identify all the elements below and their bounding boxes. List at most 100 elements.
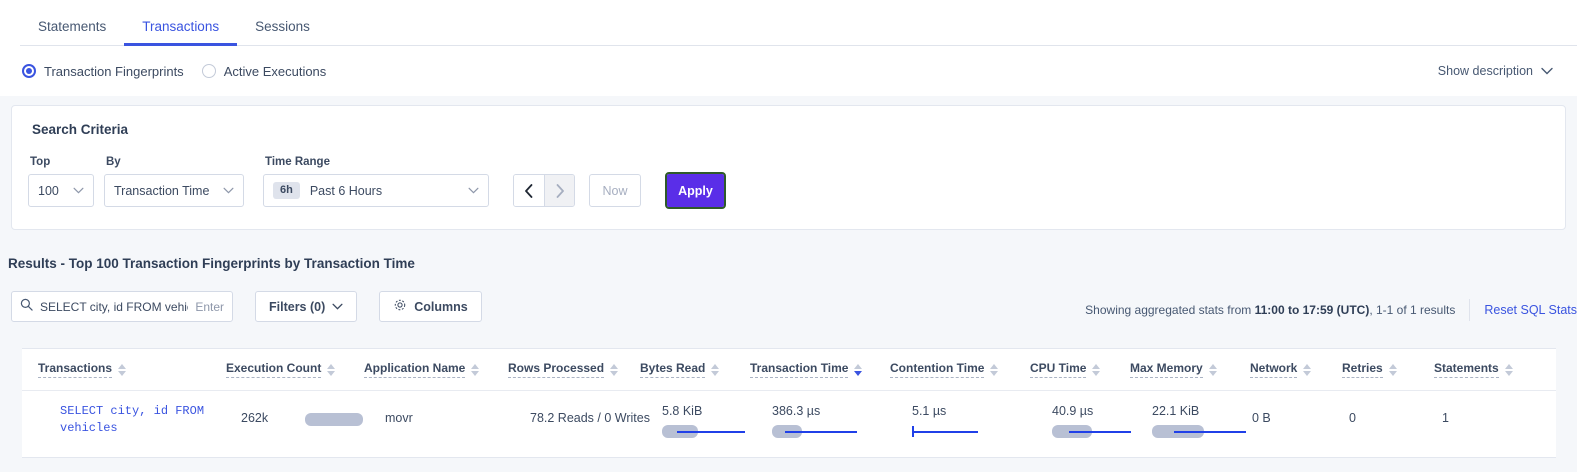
sort-indicator-icon[interactable] — [1303, 363, 1312, 376]
column-header-cpu-time[interactable]: CPU Time — [1030, 361, 1101, 378]
chevron-down-icon — [1541, 67, 1553, 75]
contention-time-metric-bar — [912, 425, 984, 438]
bytes-read-metric-bar — [662, 425, 745, 438]
sort-indicator-icon[interactable] — [1388, 363, 1397, 376]
column-header-label: Statements — [1434, 361, 1499, 378]
columns-label: Columns — [414, 299, 468, 314]
column-header-network[interactable]: Network — [1250, 361, 1312, 378]
time-range-value-group: 6h Past 6 Hours — [273, 182, 382, 199]
column-header-label: Max Memory — [1130, 361, 1203, 378]
column-header-label: Transaction Time — [750, 361, 849, 378]
radio-label-active-executions: Active Executions — [223, 63, 327, 79]
radio-active-executions[interactable]: Active Executions — [201, 63, 327, 79]
column-header-max-memory[interactable]: Max Memory — [1130, 361, 1217, 378]
stats-divider — [1469, 299, 1471, 321]
reset-sql-stats-link[interactable]: Reset SQL Stats — [1484, 303, 1577, 317]
cpu-time-metric: 40.9 µs — [1052, 404, 1131, 438]
transaction-sql-link[interactable]: SELECT city, id FROM vehicles — [60, 404, 205, 435]
label-by: By — [106, 156, 121, 168]
table-row[interactable]: SELECT city, id FROM vehicles 262k movr 78.… — [22, 391, 1556, 457]
column-header-transactions[interactable]: Transactions — [38, 361, 127, 378]
statements-value: 1 — [1442, 411, 1449, 425]
filters-button[interactable]: Filters (0) — [255, 291, 358, 322]
sort-indicator-active-icon[interactable] — [854, 363, 863, 376]
apply-button[interactable]: Apply — [665, 172, 726, 209]
gear-icon — [393, 298, 407, 315]
column-header-contention-time[interactable]: Contention Time — [890, 361, 999, 378]
top-select[interactable]: 100 — [28, 174, 94, 207]
top-select-value: 100 — [38, 183, 59, 198]
search-input[interactable]: SELECT city, id FROM vehicles W — [40, 299, 188, 314]
sort-indicator-icon[interactable] — [1092, 363, 1101, 376]
time-next-button[interactable] — [544, 175, 574, 206]
column-header-execution-count[interactable]: Execution Count — [226, 361, 336, 378]
tab-sessions[interactable]: Sessions — [255, 19, 310, 34]
column-header-transaction-time[interactable]: Transaction Time — [750, 361, 863, 378]
column-header-rows-processed[interactable]: Rows Processed — [508, 361, 619, 378]
results-stats-row: Showing aggregated stats from 11:00 to 1… — [1085, 299, 1577, 321]
field-by: By Transaction Time — [104, 156, 244, 207]
search-criteria-card: Search Criteria Top 100 By Transaction T… — [11, 105, 1566, 230]
max-memory-metric-value: 22.1 KiB — [1152, 404, 1200, 418]
show-description-toggle[interactable]: Show description — [1438, 64, 1553, 78]
sort-indicator-icon[interactable] — [327, 363, 336, 376]
field-top: Top 100 — [28, 156, 94, 207]
cpu-time-metric-bar — [1052, 425, 1131, 438]
tab-transactions[interactable]: Transactions — [124, 19, 237, 46]
view-toggle-row: Transaction Fingerprints Active Executio… — [0, 46, 1577, 96]
tab-statements[interactable]: Statements — [38, 19, 107, 34]
search-criteria-fields: Top 100 By Transaction Time — [28, 156, 726, 209]
column-header-bytes-read[interactable]: Bytes Read — [640, 361, 720, 378]
transaction-time-metric-bar — [772, 425, 857, 438]
column-header-label: Bytes Read — [640, 361, 706, 378]
field-time-range: Time Range 6h Past 6 Hours — [263, 156, 489, 207]
sort-indicator-icon[interactable] — [1504, 363, 1513, 376]
time-range-select[interactable]: 6h Past 6 Hours — [263, 174, 489, 207]
sort-indicator-icon[interactable] — [990, 363, 999, 376]
application-name-value: movr — [385, 411, 413, 425]
results-heading: Results - Top 100 Transaction Fingerprin… — [8, 256, 415, 271]
search-input-wrapper[interactable]: SELECT city, id FROM vehicles W Enter — [11, 291, 233, 322]
radio-dot-icon — [201, 64, 216, 78]
network-value: 0 B — [1252, 411, 1271, 425]
execution-count-value: 262k — [241, 411, 269, 425]
transaction-time-metric-value: 386.3 µs — [772, 404, 821, 418]
now-button[interactable]: Now — [589, 174, 641, 207]
time-prev-button[interactable] — [514, 175, 544, 206]
label-time-range: Time Range — [265, 156, 330, 168]
column-header-application-name[interactable]: Application Name — [364, 361, 480, 378]
time-range-value: Past 6 Hours — [309, 183, 383, 198]
sort-indicator-icon[interactable] — [610, 363, 619, 376]
column-header-label: Retries — [1342, 361, 1383, 378]
column-header-retries[interactable]: Retries — [1342, 361, 1397, 378]
stats-range: 11:00 to 17:59 (UTC) — [1254, 303, 1370, 317]
column-header-statements[interactable]: Statements — [1434, 361, 1513, 378]
sort-indicator-icon[interactable] — [711, 363, 720, 376]
by-select[interactable]: Transaction Time — [104, 174, 244, 207]
transactions-table: Transactions Execution Count Application N… — [22, 348, 1556, 458]
contention-time-metric: 5.1 µs — [912, 404, 984, 438]
radio-label-fingerprints: Transaction Fingerprints — [44, 63, 184, 79]
chevron-down-icon — [332, 303, 343, 310]
chevron-down-icon — [468, 187, 479, 194]
radio-transaction-fingerprints[interactable]: Transaction Fingerprints — [22, 64, 184, 79]
rows-processed-value: 78.2 Reads / 0 Writes — [530, 411, 650, 425]
main-tabbar: Statements Transactions Sessions — [0, 0, 1577, 46]
label-top: Top — [30, 156, 51, 168]
bytes-read-metric: 5.8 KiB — [662, 404, 745, 438]
radio-dot-icon — [22, 64, 36, 78]
filters-label: Filters (0) — [269, 299, 326, 314]
chevron-down-icon — [223, 187, 234, 194]
columns-button[interactable]: Columns — [379, 291, 482, 322]
search-icon — [20, 298, 33, 316]
tabbar-divider — [20, 45, 1577, 46]
sort-indicator-icon[interactable] — [471, 363, 480, 376]
chevron-down-icon — [73, 187, 84, 194]
column-header-label: Network — [1250, 361, 1298, 378]
time-nav-group — [513, 174, 575, 207]
view-toggle-group: Transaction Fingerprints Active Executio… — [22, 64, 344, 79]
execution-count-bar — [305, 413, 363, 426]
stats-prefix: Showing aggregated stats from — [1085, 303, 1255, 317]
sort-indicator-icon[interactable] — [1208, 363, 1217, 376]
sort-indicator-icon[interactable] — [118, 363, 127, 376]
